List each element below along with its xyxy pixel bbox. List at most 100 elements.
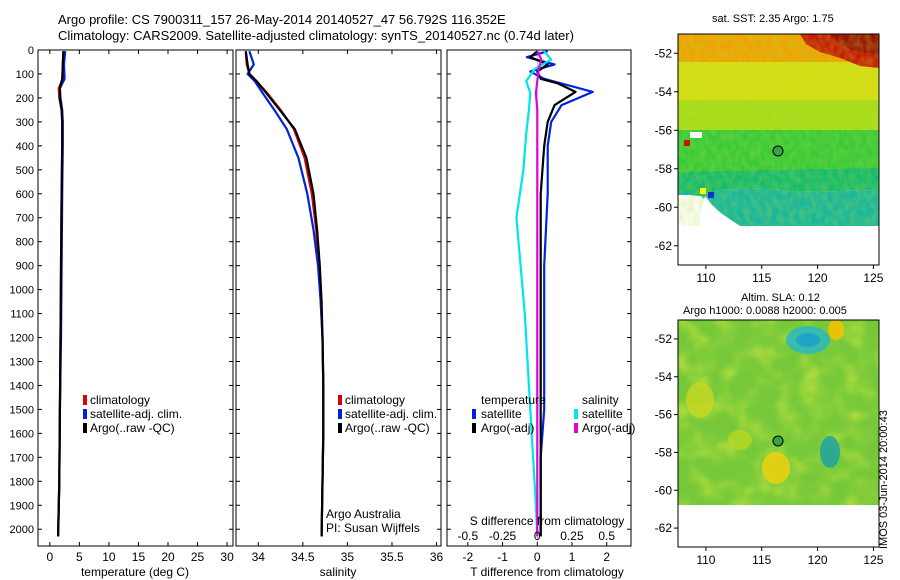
x-tick-label: 34.5 xyxy=(291,550,315,564)
top-x-tick-label: -0.5 xyxy=(457,529,478,543)
difference-panel-frame xyxy=(446,49,632,547)
legend-swatch-t-satellite xyxy=(472,409,476,419)
legend-label-satellite-adj: satellite-adj. clim. xyxy=(90,407,182,421)
x-tick-label: 0 xyxy=(46,550,53,564)
legend-title-temperature: temperature xyxy=(481,393,546,407)
map-x-tick-label: 110 xyxy=(696,553,715,567)
top-x-tick-label: 0.5 xyxy=(598,529,615,543)
legend-label-satellite-adj: satellite-adj. clim. xyxy=(345,407,437,421)
depth-tick-label: 1200 xyxy=(10,333,34,345)
map-y-tick-label: -52 xyxy=(655,46,673,60)
legend-label-t-argo: Argo(-adj) xyxy=(481,421,534,435)
map-y-tick-label: -54 xyxy=(655,85,673,99)
map-y-tick-label: -54 xyxy=(655,370,673,384)
depth-tick-label: 0 xyxy=(28,45,34,57)
x-tick-label: 35.5 xyxy=(380,550,404,564)
top-x-tick-label: -0.25 xyxy=(489,529,517,543)
x-tick-label: 30 xyxy=(220,550,234,564)
legend-swatch-s-satellite xyxy=(574,409,578,419)
x-tick-label: 2 xyxy=(603,550,610,564)
depth-tick-label: 1500 xyxy=(10,404,34,416)
salinity-series xyxy=(244,50,325,537)
legend-label-s-satellite: satellite xyxy=(582,407,623,421)
legend-swatch-argo xyxy=(338,423,342,433)
legend-swatch-s-argo xyxy=(574,423,578,433)
x-tick-label: 34 xyxy=(252,550,266,564)
legend-swatch-argo xyxy=(83,423,87,433)
argo-location-marker-sla xyxy=(772,435,784,447)
temperature-xticks: 0 5 10 15 20 25 30 xyxy=(46,50,234,564)
map-y-tick-label: -58 xyxy=(655,162,673,176)
map-x-tick-label: 120 xyxy=(808,271,828,285)
depth-tick-label: 100 xyxy=(16,69,34,81)
sla-map-frame xyxy=(677,319,880,548)
sla-map-ticks: 110 115 120 125 -52 -54 -56 -58 -60 -62 xyxy=(655,332,884,567)
map-x-tick-label: 125 xyxy=(863,271,883,285)
sst-map-ticks: 110 115 120 125 -52 -54 -56 -58 -60 -62 xyxy=(655,46,884,285)
depth-tick-label: 1000 xyxy=(10,285,34,297)
temperature-series xyxy=(57,51,67,537)
figure-title-line2: Climatology: CARS2009. Satellite-adjuste… xyxy=(58,28,574,43)
depth-tick-label: 1300 xyxy=(10,356,34,368)
difference-legend: temperature satellite Argo(-adj) salinit… xyxy=(472,393,635,435)
institution-label: Argo Australia xyxy=(326,507,401,521)
depth-tick-label: 400 xyxy=(16,141,34,153)
legend-title-salinity: salinity xyxy=(582,393,619,407)
salinity-legend: climatology satellite-adj. clim. Argo(..… xyxy=(326,393,437,535)
salinity-axis-label: salinity xyxy=(320,565,357,579)
legend-label-argo: Argo(..raw -QC) xyxy=(90,421,175,435)
legend-label-climatology: climatology xyxy=(345,393,405,407)
depth-ticks: 0 100 200 300 400 500 600 700 800 900 1000 1100 1200… xyxy=(10,45,631,536)
sla-map-title-line2: Argo h1000: 0.0088 h2000: 0.005 xyxy=(683,305,847,317)
legend-swatch-climatology xyxy=(83,395,87,405)
imos-timestamp: IMOS 03-Jun-2014 20:00:43 xyxy=(878,410,890,549)
map-x-tick-label: 115 xyxy=(752,271,771,285)
sst-map-frame xyxy=(677,33,880,266)
depth-tick-label: 1400 xyxy=(10,380,34,392)
map-y-tick-label: -52 xyxy=(655,332,673,346)
depth-tick-label: 2000 xyxy=(10,524,34,536)
x-tick-label: 15 xyxy=(132,550,146,564)
map-y-tick-label: -62 xyxy=(655,521,673,535)
salinity-panel-frame xyxy=(235,49,442,547)
map-y-tick-label: -60 xyxy=(655,200,673,214)
x-tick-label: 25 xyxy=(191,550,205,564)
map-y-tick-label: -58 xyxy=(655,445,673,459)
difference-series xyxy=(515,50,594,546)
sst-map xyxy=(678,34,879,265)
depth-tick-label: 1100 xyxy=(10,309,34,321)
map-y-tick-label: -62 xyxy=(655,239,673,253)
legend-swatch-climatology xyxy=(338,395,342,405)
sst-map-title: sat. SST: 2.35 Argo: 1.75 xyxy=(712,13,834,25)
sla-map xyxy=(678,320,879,547)
sla-map-title-line1: Altim. SLA: 0.12 xyxy=(741,292,820,304)
depth-tick-label: 1700 xyxy=(10,452,34,464)
difference-top-xticks: -0.5 -0.25 0 0.25 0.5 xyxy=(457,529,615,543)
s-difference-axis-label: S difference from climatology xyxy=(470,514,625,528)
x-tick-label: 35 xyxy=(341,550,355,564)
legend-label-argo: Argo(..raw -QC) xyxy=(345,421,430,435)
map-y-tick-label: -60 xyxy=(655,483,673,497)
series-line-salinity-argo--adj- xyxy=(534,50,543,537)
map-x-tick-label: 115 xyxy=(752,553,771,567)
temperature-panel-frame xyxy=(37,49,234,547)
x-tick-label: 36 xyxy=(430,550,444,564)
x-tick-label: 5 xyxy=(76,550,83,564)
salinity-xticks: 34 34.5 35 35.5 36 xyxy=(252,50,444,564)
depth-tick-label: 800 xyxy=(16,237,34,249)
temperature-legend: climatology satellite-adj. clim. Argo(..… xyxy=(83,393,182,435)
depth-tick-label: 500 xyxy=(16,165,34,177)
depth-tick-label: 1900 xyxy=(10,500,34,512)
depth-tick-label: 900 xyxy=(16,261,34,273)
map-x-tick-label: 125 xyxy=(863,553,883,567)
x-tick-label: 20 xyxy=(161,550,175,564)
map-x-tick-label: 120 xyxy=(808,553,828,567)
series-line-satellite-adj--clim- xyxy=(246,50,325,537)
depth-tick-label: 200 xyxy=(16,93,34,105)
depth-tick-label: 300 xyxy=(16,117,34,129)
t-difference-axis-label: T difference from climatology xyxy=(470,565,624,579)
depth-tick-label: 600 xyxy=(16,189,34,201)
depth-tick-label: 1800 xyxy=(10,476,34,488)
legend-swatch-satellite-adj xyxy=(338,409,342,419)
x-tick-label: 10 xyxy=(102,550,116,564)
